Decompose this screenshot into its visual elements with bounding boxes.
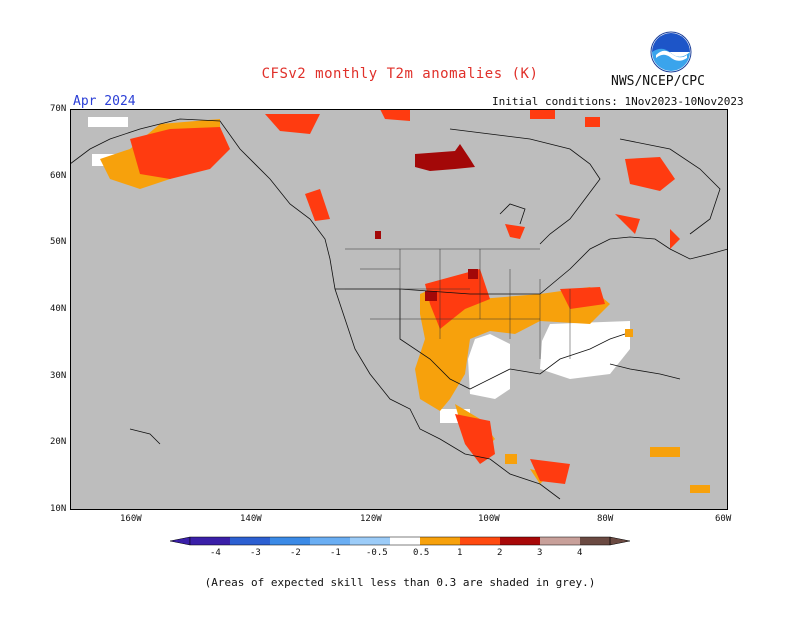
lon-label: 80W [597, 514, 614, 524]
red-anomalies [130, 109, 680, 484]
agency-label: NWS/NCEP/CPC [611, 74, 705, 89]
lon-label: 160W [120, 514, 142, 524]
colorbar-bin [540, 537, 580, 545]
colorbar-label: 0.5 [413, 548, 430, 558]
colorbar-label: -4 [210, 548, 221, 558]
lon-label: 100W [478, 514, 500, 524]
colorbar-bin [460, 537, 500, 545]
lat-label: 10N [50, 504, 67, 514]
colorbar-label: -0.5 [366, 548, 388, 558]
lat-label: 30N [50, 371, 67, 381]
initial-conditions: Initial conditions: 1Nov2023-10Nov2023 [492, 95, 744, 108]
colorbar-label: 4 [577, 548, 583, 558]
colorbar-bin [580, 537, 610, 545]
lat-label: 50N [50, 237, 67, 247]
skill-note: (Areas of expected skill less than 0.3 a… [204, 576, 596, 589]
darkred-anomalies [375, 144, 478, 301]
colorbar-label: -2 [290, 548, 301, 558]
colorbar-label: 2 [497, 548, 503, 558]
noaa-logo [650, 31, 692, 73]
valid-month: Apr 2024 [73, 94, 136, 109]
colorbar-bin [500, 537, 540, 545]
borders [345, 248, 571, 359]
colorbar-arrow-low [170, 536, 191, 546]
anomaly-map [70, 109, 728, 510]
colorbar-bin [270, 537, 310, 545]
colorbar-bin [420, 537, 460, 545]
lat-label: 70N [50, 104, 67, 114]
lat-label: 20N [50, 437, 67, 447]
lon-label: 140W [240, 514, 262, 524]
lon-label: 120W [360, 514, 382, 524]
colorbar-bin [310, 537, 350, 545]
colorbar-bin [230, 537, 270, 545]
colorbar-label: -3 [250, 548, 261, 558]
colorbar-bin [190, 537, 230, 545]
lon-label: 60W [715, 514, 732, 524]
colorbar-label: 3 [537, 548, 543, 558]
coastlines [70, 118, 728, 500]
colorbar-label: -1 [330, 548, 341, 558]
map-title: CFSv2 monthly T2m anomalies (K) [261, 66, 539, 82]
colorbar [170, 536, 630, 546]
colorbar-arrow-high [609, 536, 630, 546]
lat-label: 60N [50, 171, 67, 181]
colorbar-label: 1 [457, 548, 463, 558]
colorbar-bin [390, 537, 420, 545]
lat-label: 40N [50, 304, 67, 314]
colorbar-bin [350, 537, 390, 545]
